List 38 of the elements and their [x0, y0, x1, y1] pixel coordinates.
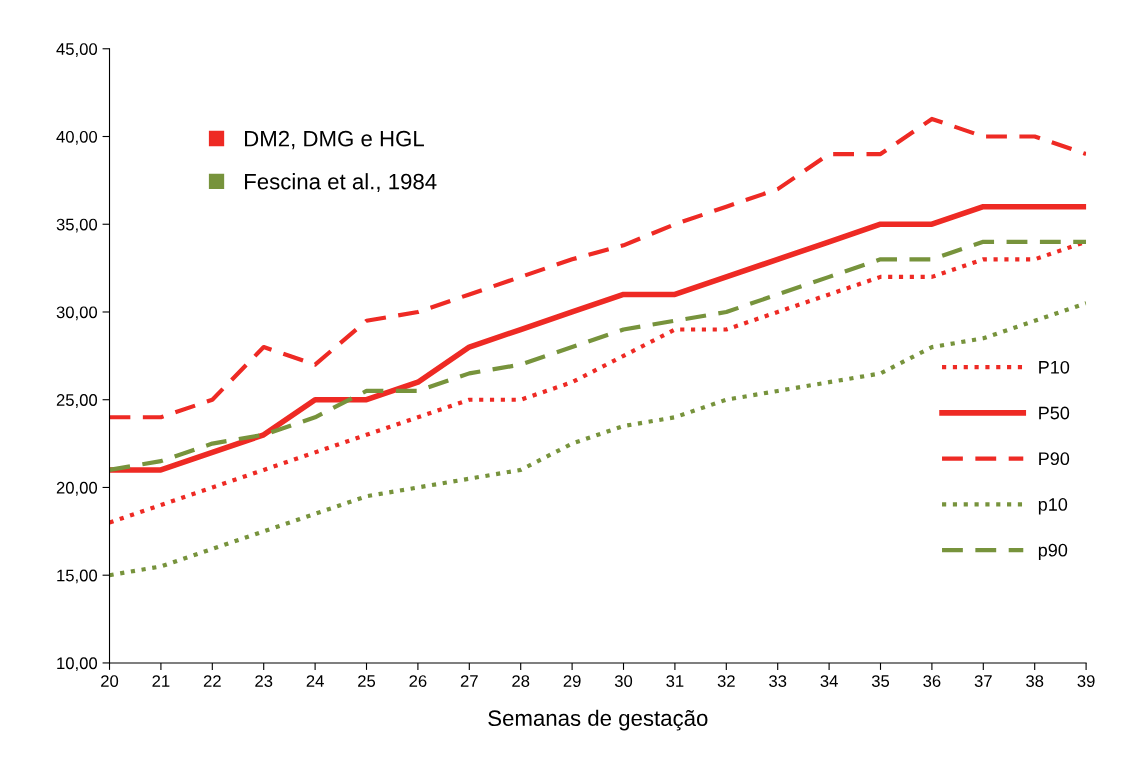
x-tick-label: 33: [769, 675, 787, 687]
y-tick-label: 35,00: [56, 218, 98, 233]
x-axis-title: Semanas de gestação: [488, 709, 708, 731]
line-series: [109, 116, 1087, 420]
y-tick-label: 25,00: [56, 394, 98, 408]
legend-label: P90: [1039, 452, 1070, 466]
y-tick-label: 10,00: [57, 657, 98, 672]
x-tick-label: 35: [871, 675, 890, 687]
line-series: [109, 301, 1087, 578]
x-tick-label: 23: [255, 675, 273, 687]
annotation: Fescina et al., 1984: [245, 173, 437, 193]
x-tick-label: 39: [1077, 675, 1095, 687]
x-tick-label: 37: [974, 675, 992, 687]
y-tick-label: 30,00: [56, 306, 98, 321]
legend-label: P50: [1039, 406, 1070, 420]
x-tick-label: 34: [820, 675, 838, 687]
x-tick-label: 30: [614, 675, 633, 687]
x-tick-label: 20: [101, 675, 119, 687]
y-tick-label: 40,00: [56, 130, 98, 145]
x-tick-label: 21: [152, 675, 170, 687]
x-tick-label: 29: [563, 675, 581, 687]
legend-label: P10: [1039, 360, 1070, 374]
x-tick-label: 28: [512, 675, 530, 687]
y-tick-label: 20,00: [56, 481, 98, 496]
x-tick-label: 24: [306, 675, 324, 687]
y-tick-label: 15,00: [57, 569, 98, 584]
x-tick-label: 27: [460, 675, 478, 687]
legend-label: p10: [1038, 498, 1068, 515]
x-tick-label: 26: [409, 675, 427, 687]
annotation: DM2, DMG e HGL: [245, 130, 424, 150]
x-tick-label: 22: [203, 675, 221, 687]
x-tick-label: 32: [717, 675, 735, 687]
y-tick-label: 45,00: [56, 43, 98, 57]
legend-label: p90: [1038, 543, 1068, 561]
x-tick-label: 38: [1026, 675, 1044, 687]
x-tick-label: 31: [666, 675, 684, 687]
x-tick-label: 25: [358, 675, 376, 687]
x-tick-label: 36: [923, 675, 941, 687]
